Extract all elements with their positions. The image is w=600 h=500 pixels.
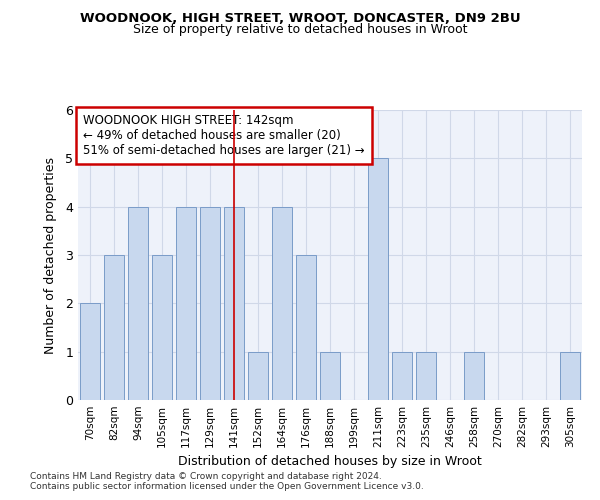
Bar [272, 206, 292, 400]
Bar [320, 352, 340, 400]
Text: Contains public sector information licensed under the Open Government Licence v3: Contains public sector information licen… [30, 482, 424, 491]
Text: WOODNOOK HIGH STREET: 142sqm
← 49% of detached houses are smaller (20)
51% of se: WOODNOOK HIGH STREET: 142sqm ← 49% of de… [83, 114, 365, 158]
Text: Size of property relative to detached houses in Wroot: Size of property relative to detached ho… [133, 22, 467, 36]
X-axis label: Distribution of detached houses by size in Wroot: Distribution of detached houses by size … [178, 456, 482, 468]
Bar [296, 255, 316, 400]
Bar [248, 352, 268, 400]
Bar [416, 352, 436, 400]
Bar [464, 352, 484, 400]
Text: WOODNOOK, HIGH STREET, WROOT, DONCASTER, DN9 2BU: WOODNOOK, HIGH STREET, WROOT, DONCASTER,… [80, 12, 520, 26]
Text: Contains HM Land Registry data © Crown copyright and database right 2024.: Contains HM Land Registry data © Crown c… [30, 472, 382, 481]
Bar [368, 158, 388, 400]
Bar [128, 206, 148, 400]
Bar [80, 304, 100, 400]
Bar [152, 255, 172, 400]
Bar [560, 352, 580, 400]
Bar [392, 352, 412, 400]
Bar [200, 206, 220, 400]
Bar [176, 206, 196, 400]
Bar [104, 255, 124, 400]
Y-axis label: Number of detached properties: Number of detached properties [44, 156, 57, 354]
Bar [224, 206, 244, 400]
